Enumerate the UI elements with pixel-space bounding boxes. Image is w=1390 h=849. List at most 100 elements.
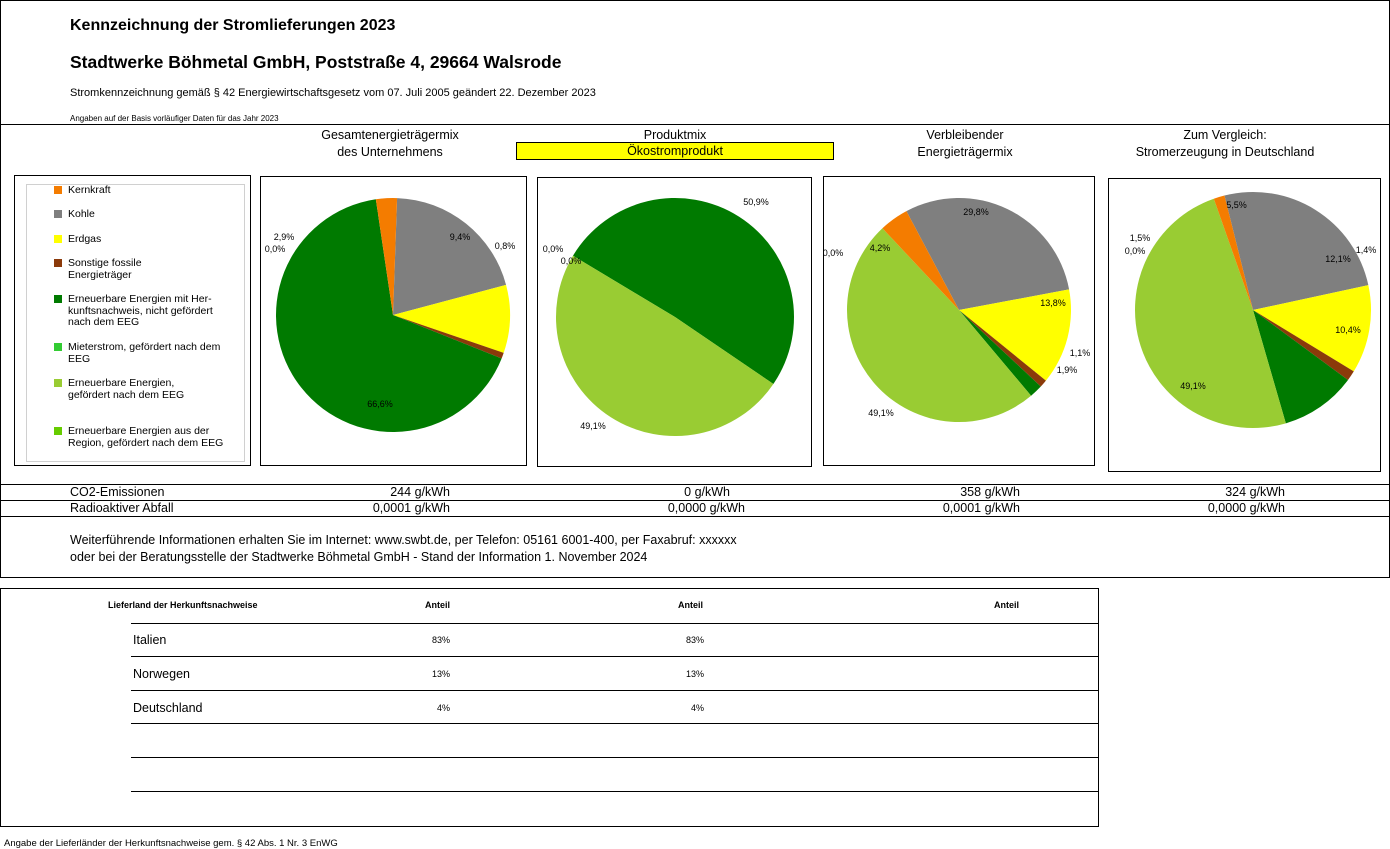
table-header-share-3: Anteil	[994, 600, 1020, 610]
law-note: Stromkennzeichnung gemäß § 42 Energiewir…	[70, 87, 596, 99]
pie-data-label: 0,0%	[265, 244, 286, 254]
legend-item-ee-eeg: Erneuerbare Energien, gefördert nach dem…	[54, 377, 188, 401]
table-rule	[131, 723, 1098, 724]
pie-slice	[846, 228, 1032, 423]
pie-slice	[555, 255, 774, 437]
legend-item-sonstige-fossile: Sonstige fossile Energieträger	[54, 257, 168, 281]
table-rule	[131, 757, 1098, 758]
table-header-share-1: Anteil	[425, 600, 451, 610]
pie-slice	[1253, 310, 1348, 424]
legend-item-mieterstrom: Mieterstrom, gefördert nach dem EEG	[54, 341, 243, 365]
legend-swatch	[54, 186, 62, 194]
column-heading-line: Gesamtenergieträgermix	[321, 128, 459, 142]
table-cell-country: Italien	[133, 633, 167, 647]
column-heading-product-mix: Produktmix	[643, 128, 707, 142]
legend-swatch	[54, 343, 62, 351]
waste-value-germany: 0,0000 g/kWh	[1207, 501, 1285, 515]
legend-swatch	[54, 235, 62, 243]
column-heading-line: Stromerzeugung in Deutschland	[1135, 145, 1315, 159]
divider	[0, 516, 1390, 517]
pie-data-label: 13,8%	[1040, 298, 1066, 308]
table-cell-share: 13%	[431, 669, 450, 679]
legend-item-ee-region: Erneuerbare Energien aus der Region, gef…	[54, 425, 238, 449]
table-cell-share: 83%	[431, 635, 450, 645]
pie-data-label: 0,8%	[495, 241, 516, 251]
pie-data-label: 1,1%	[1070, 348, 1091, 358]
column-heading-line: Verbleibender	[926, 128, 1004, 142]
column-heading-line: Zum Vergleich:	[1183, 128, 1267, 142]
table-cell-share: 83%	[685, 635, 704, 645]
company-address: Stadtwerke Böhmetal GmbH, Poststraße 4, …	[70, 52, 562, 72]
legend-label: Erneuerbare Energien, gefördert nach dem…	[68, 377, 185, 401]
pie-data-label: 1,5%	[1130, 233, 1151, 243]
info-line-2: oder bei der Beratungsstelle der Stadtwe…	[70, 550, 648, 564]
legend	[14, 175, 251, 466]
legend-label: Erneuerbare Energien mit Her-kunftsnachw…	[68, 293, 213, 328]
divider	[0, 124, 1390, 125]
page-title: Kennzeichnung der Stromlieferungen 2023	[70, 17, 396, 34]
pie-slice	[393, 198, 507, 315]
legend-label: Erneuerbare Energien aus der Region, gef…	[68, 425, 224, 449]
pie-data-label: 4,2%	[870, 243, 891, 253]
pie-data-label: 49,1%	[868, 408, 894, 418]
legend-item-kernkraft: Kernkraft	[54, 184, 248, 197]
pie-data-label: 25,5%	[1221, 200, 1247, 210]
pie-data-label: 49,1%	[1180, 381, 1206, 391]
pie-slice	[1224, 192, 1369, 310]
table-cell-share: 4%	[436, 703, 450, 713]
pie-slice	[959, 310, 1046, 387]
chart-box-company-mix	[260, 176, 527, 466]
table-cell-country: Deutschland	[133, 701, 203, 715]
pie-data-label: 66,6%	[367, 399, 393, 409]
pie-slice	[906, 198, 1070, 310]
co2-value-remaining: 358 g/kWh	[960, 485, 1020, 499]
table-rule	[131, 623, 1098, 624]
waste-value-product: 0,0000 g/kWh	[667, 501, 745, 515]
legend-swatch	[54, 259, 62, 267]
pie-data-label: 1,4%	[1356, 245, 1377, 255]
origin-table	[0, 588, 1099, 827]
table-cell-country: Norwegen	[133, 667, 190, 681]
pie-slice	[959, 310, 1041, 396]
legend-label: Sonstige fossile Energieträger	[68, 257, 142, 281]
info-line-1: Weiterführende Informationen erhalten Si…	[70, 533, 737, 547]
pie-data-label: 50,9%	[743, 197, 769, 207]
pie-slice	[572, 198, 794, 384]
pie-slice	[1253, 310, 1354, 381]
chart-box-remaining-mix	[823, 176, 1095, 466]
pie-data-label: 0,0%	[823, 248, 844, 258]
legend-label: Kohle	[68, 208, 95, 220]
pie-data-label: 0,0%	[1125, 246, 1146, 256]
column-heading-germany: Zum Vergleich: Stromerzeugung in Deutsch…	[1105, 127, 1345, 161]
column-heading-company-mix: Gesamtenergieträgermix des Unternehmens	[290, 127, 490, 161]
table-rule	[131, 791, 1098, 792]
table-rule	[131, 690, 1098, 691]
pie-data-label: 10,4%	[1335, 325, 1361, 335]
pie-slice	[375, 198, 398, 315]
pie-data-label: 0,0%	[543, 244, 564, 254]
legend-swatch	[54, 295, 62, 303]
pie-data-label: 1,9%	[1057, 365, 1078, 375]
legend-label: Kernkraft	[68, 184, 111, 196]
legend-item-erdgas: Erdgas	[54, 233, 248, 246]
table-header-country: Lieferland der Herkunftsnachweise	[108, 600, 258, 610]
column-heading-remaining-mix: Verbleibender Energieträgermix	[865, 127, 1065, 161]
pie-data-label: 29,8%	[963, 207, 989, 217]
pie-slice	[882, 211, 959, 310]
chart-box-germany	[1108, 178, 1381, 472]
waste-value-company: 0,0001 g/kWh	[372, 501, 450, 515]
legend-inner	[26, 184, 245, 462]
chart-box-product-mix	[537, 177, 812, 467]
legend-label: Erdgas	[68, 233, 102, 245]
legend-item-kohle: Kohle	[54, 208, 248, 221]
footnote: Angabe der Lieferländer der Herkunftsnac…	[4, 838, 338, 849]
product-name-highlight: Ökostromprodukt	[516, 142, 834, 160]
legend-swatch	[54, 379, 62, 387]
table-cell-share: 13%	[685, 669, 704, 679]
legend-label: Mieterstrom, gefördert nach dem EEG	[68, 341, 221, 365]
legend-swatch	[54, 210, 62, 218]
pie-data-label: 12,1%	[1325, 254, 1351, 264]
table-rule	[131, 656, 1098, 657]
waste-value-remaining: 0,0001 g/kWh	[942, 501, 1020, 515]
pie-data-label: 49,1%	[580, 421, 606, 431]
